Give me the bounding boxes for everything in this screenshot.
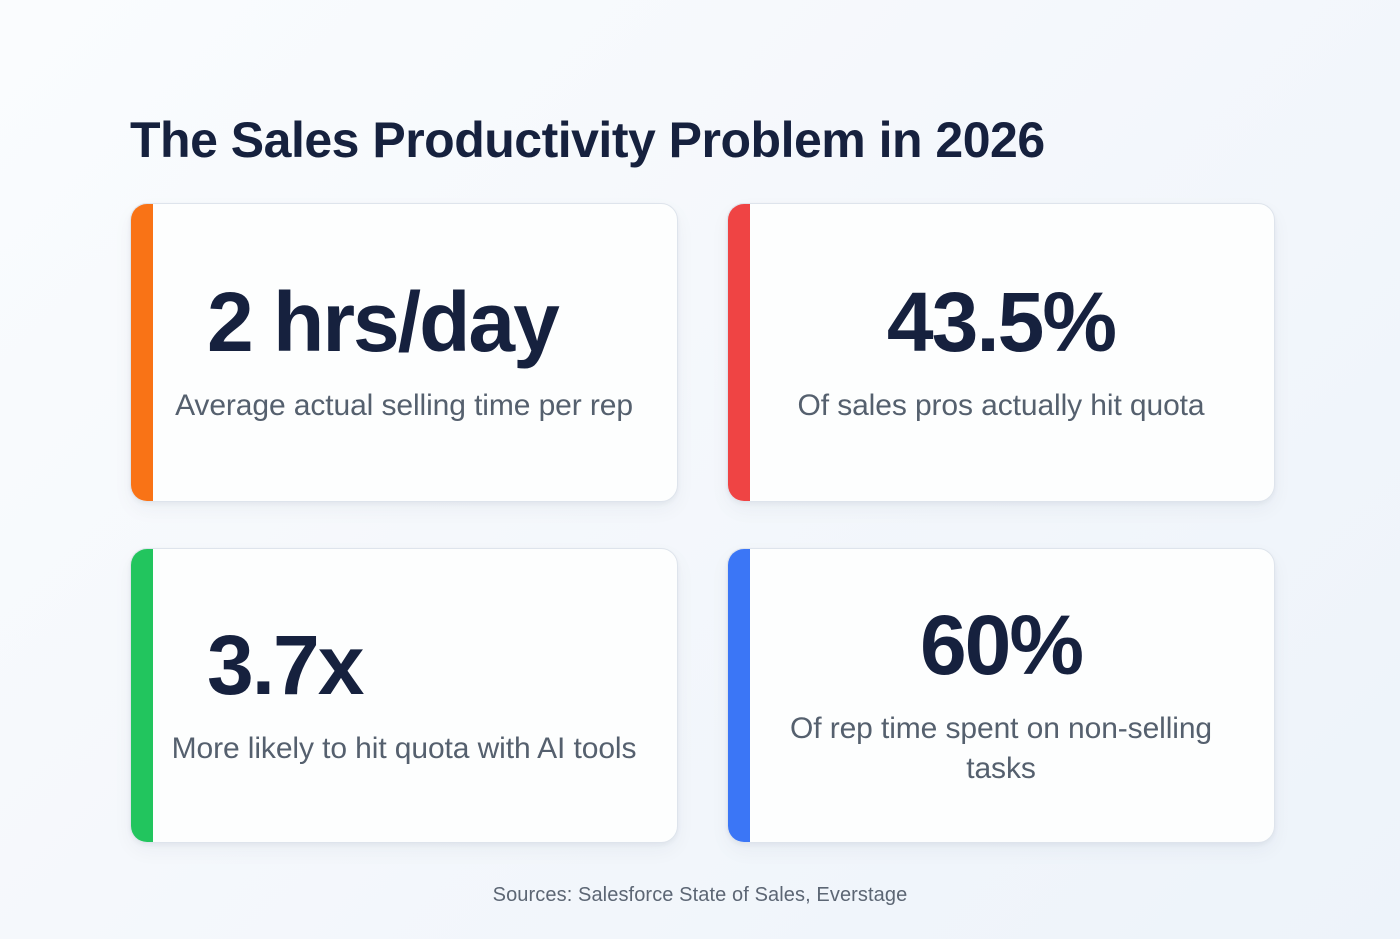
stat-description: More likely to hit quota with AI tools bbox=[171, 731, 637, 765]
card-body: 3.7x More likely to hit quota with AI to… bbox=[153, 623, 677, 769]
stat-card-non-selling-time: 60% Of rep time spent on non-selling tas… bbox=[727, 548, 1275, 843]
stat-card-quota-attainment: 43.5% Of sales pros actually hit quota bbox=[727, 203, 1275, 502]
accent-bar-blue bbox=[728, 549, 750, 842]
stat-card-selling-time: 2 hrs/day Average actual selling time pe… bbox=[130, 203, 678, 502]
stat-value: 2 hrs/day bbox=[207, 274, 560, 369]
stat-description: Of sales pros actually hit quota bbox=[797, 388, 1205, 422]
accent-bar-green bbox=[131, 549, 153, 842]
stat-description: Average actual selling time per rep bbox=[175, 388, 633, 422]
accent-bar-red bbox=[728, 204, 750, 501]
stat-value: 60% bbox=[919, 597, 1084, 692]
sources-note: Sources: Salesforce State of Sales, Ever… bbox=[492, 884, 908, 906]
card-body: 60% Of rep time spent on non-selling tas… bbox=[750, 603, 1274, 789]
stat-card-ai-quota-multiplier: 3.7x More likely to hit quota with AI to… bbox=[130, 548, 678, 843]
stat-cards-grid: 2 hrs/day Average actual selling time pe… bbox=[130, 203, 1275, 843]
stat-description: Of rep time spent on non-selling tasks bbox=[789, 711, 1213, 785]
stat-value: 43.5% bbox=[886, 274, 1117, 369]
stat-value: 3.7x bbox=[207, 617, 365, 712]
page-title: The Sales Productivity Problem in 2026 bbox=[130, 111, 1045, 168]
card-body: 2 hrs/day Average actual selling time pe… bbox=[153, 280, 677, 426]
accent-bar-orange bbox=[131, 204, 153, 501]
card-body: 43.5% Of sales pros actually hit quota bbox=[750, 280, 1274, 426]
